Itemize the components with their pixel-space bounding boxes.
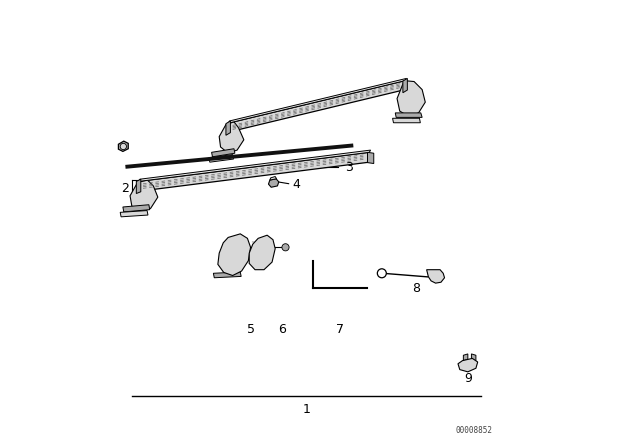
Polygon shape: [123, 205, 150, 212]
Polygon shape: [212, 149, 235, 157]
Polygon shape: [218, 234, 250, 276]
Text: 7: 7: [336, 323, 344, 336]
Polygon shape: [219, 122, 244, 153]
Circle shape: [378, 269, 387, 278]
Text: 9: 9: [464, 372, 472, 385]
Text: 6: 6: [278, 323, 286, 336]
Polygon shape: [392, 118, 420, 123]
Polygon shape: [226, 121, 230, 135]
Text: 8: 8: [412, 282, 420, 296]
Polygon shape: [472, 354, 476, 361]
Polygon shape: [228, 78, 406, 123]
Polygon shape: [209, 155, 234, 162]
Polygon shape: [463, 354, 468, 361]
Text: 5: 5: [246, 323, 255, 336]
Polygon shape: [118, 141, 128, 151]
Polygon shape: [458, 358, 477, 372]
Circle shape: [120, 143, 127, 150]
Polygon shape: [427, 270, 445, 283]
Polygon shape: [249, 235, 275, 270]
Text: 2: 2: [121, 182, 129, 195]
Polygon shape: [269, 179, 279, 187]
Polygon shape: [130, 180, 158, 211]
Polygon shape: [270, 177, 276, 180]
Polygon shape: [396, 113, 422, 117]
Text: 00008852: 00008852: [456, 426, 493, 435]
Circle shape: [282, 244, 289, 251]
Text: 4: 4: [292, 178, 300, 191]
Polygon shape: [138, 150, 371, 181]
Polygon shape: [397, 81, 425, 116]
Polygon shape: [138, 152, 369, 191]
Text: 3: 3: [344, 160, 353, 174]
Polygon shape: [403, 78, 407, 93]
Text: 1: 1: [303, 403, 310, 417]
Polygon shape: [367, 152, 374, 164]
Polygon shape: [213, 272, 241, 278]
Polygon shape: [228, 81, 405, 132]
Polygon shape: [120, 211, 148, 217]
Polygon shape: [136, 179, 141, 194]
